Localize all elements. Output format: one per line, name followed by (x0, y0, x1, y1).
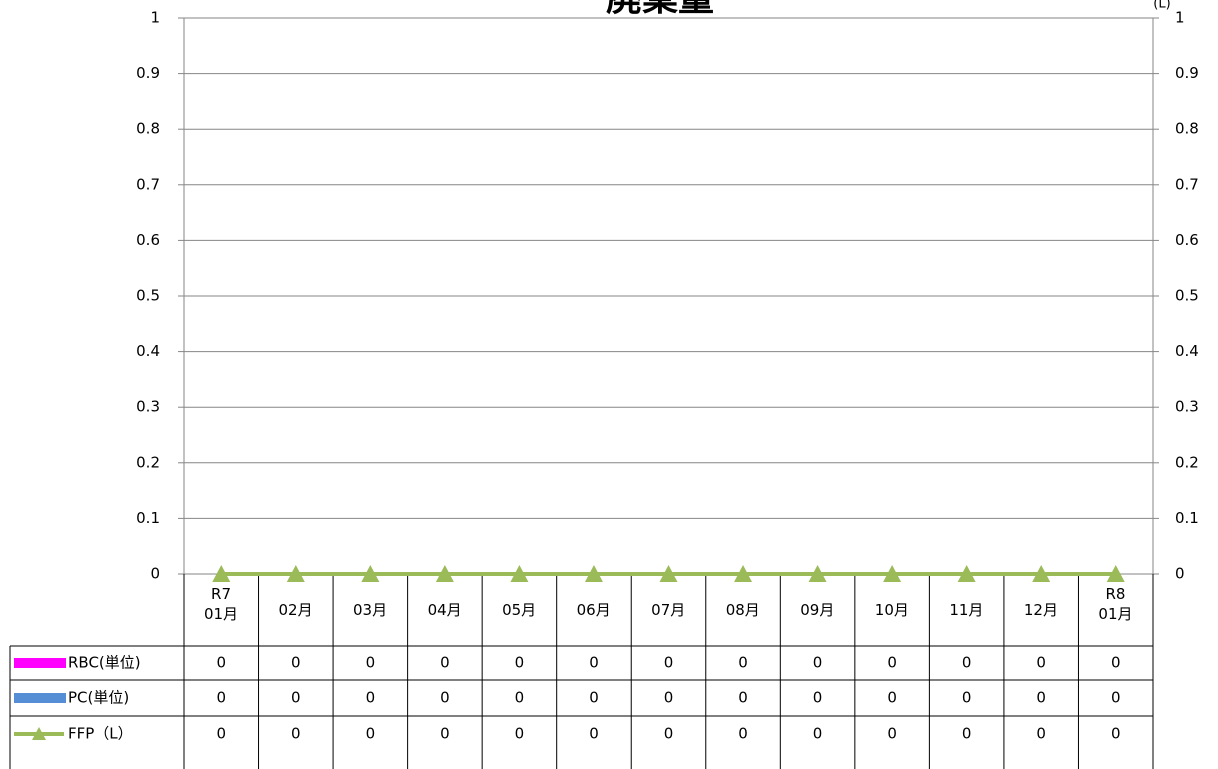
point-marker (212, 565, 231, 582)
table-value: 0 (440, 654, 450, 672)
point-marker (734, 565, 753, 582)
table-value: 0 (887, 654, 897, 672)
table-value: 0 (738, 725, 748, 743)
table-value: 0 (589, 725, 599, 743)
table-value: 0 (440, 725, 450, 743)
y2-axis-title: (L) (1153, 0, 1170, 12)
table-value: 0 (887, 689, 897, 707)
table-value: 0 (1036, 689, 1046, 707)
y-tick-label: 0.8 (136, 120, 160, 138)
table-value: 0 (738, 689, 748, 707)
legend-label: PC(単位) (68, 689, 129, 707)
table-value: 0 (216, 689, 226, 707)
legend-key (14, 658, 66, 668)
table-value: 0 (291, 689, 301, 707)
table-value: 0 (515, 725, 525, 743)
point-marker (1106, 565, 1125, 582)
x-tick-label: 02月 (278, 601, 313, 619)
table-value: 0 (1036, 654, 1046, 672)
table-value: 0 (813, 654, 823, 672)
y-tick-label: 0.3 (136, 398, 160, 416)
point-marker (361, 565, 380, 582)
x-tick-label: 11月 (949, 601, 984, 619)
table-value: 0 (962, 689, 972, 707)
y2-tick-label: 1 (1175, 9, 1185, 27)
point-marker (659, 565, 678, 582)
y2-tick-label: 0.3 (1175, 398, 1199, 416)
legend-label: RBC(単位) (68, 654, 141, 672)
x-tick-label: 12月 (1023, 601, 1058, 619)
x-tick-label: 06月 (576, 601, 611, 619)
x-tick-label: R7 01月 (203, 585, 239, 623)
table-value: 0 (291, 654, 301, 672)
point-marker (435, 565, 454, 582)
chart-title: 廃棄量 (606, 0, 714, 19)
y-tick-label: 0.1 (136, 509, 160, 527)
x-tick-label: 07月 (651, 601, 686, 619)
table-value: 0 (366, 725, 376, 743)
y2-tick-label: 0.4 (1175, 342, 1199, 360)
point-marker (286, 565, 305, 582)
point-marker (883, 565, 902, 582)
y-tick-label: 0.2 (136, 453, 160, 471)
x-tick-label: 05月 (502, 601, 537, 619)
y-tick-label: 0 (150, 565, 160, 583)
table-value: 0 (738, 654, 748, 672)
y-tick-label: 0.5 (136, 287, 160, 305)
table-value: 0 (664, 654, 674, 672)
table-value: 0 (962, 725, 972, 743)
point-marker (808, 565, 827, 582)
y-tick-label: 0.9 (136, 64, 160, 82)
y2-tick-label: 0.5 (1175, 287, 1199, 305)
x-tick-label: R8 01月 (1098, 585, 1133, 623)
point-marker (1032, 565, 1051, 582)
x-tick-label: 08月 (725, 601, 760, 619)
table-value: 0 (962, 654, 972, 672)
point-marker (957, 565, 976, 582)
table-value: 0 (291, 725, 301, 743)
point-marker (510, 565, 529, 582)
table-value: 0 (589, 654, 599, 672)
table-value: 0 (1111, 725, 1121, 743)
y-tick-label: 0.7 (136, 175, 160, 193)
table-value: 0 (589, 689, 599, 707)
x-tick-label: 04月 (427, 601, 462, 619)
x-tick-label: 03月 (353, 601, 388, 619)
table-value: 0 (664, 725, 674, 743)
x-tick-label: 09月 (800, 601, 835, 619)
table-value: 0 (813, 725, 823, 743)
y2-tick-label: 0 (1175, 565, 1185, 583)
y2-tick-label: 0.1 (1175, 509, 1199, 527)
table-value: 0 (515, 654, 525, 672)
table-value: 0 (515, 689, 525, 707)
y2-tick-label: 0.6 (1175, 231, 1199, 249)
legend-key (14, 693, 66, 703)
table-value: 0 (366, 654, 376, 672)
table-value: 0 (1111, 654, 1121, 672)
table-value: 0 (664, 689, 674, 707)
table-value: 0 (440, 689, 450, 707)
y2-tick-label: 0.8 (1175, 120, 1199, 138)
table-value: 0 (813, 689, 823, 707)
table-value: 0 (366, 689, 376, 707)
legend-key (32, 727, 46, 740)
point-marker (584, 565, 603, 582)
y-tick-label: 1 (150, 9, 160, 27)
y2-tick-label: 0.7 (1175, 175, 1199, 193)
y2-tick-label: 0.2 (1175, 453, 1199, 471)
x-tick-label: 10月 (874, 601, 909, 619)
y2-tick-label: 0.9 (1175, 64, 1199, 82)
legend-label: FFP（L） (68, 725, 133, 743)
table-value: 0 (216, 654, 226, 672)
y-tick-label: 0.6 (136, 231, 160, 249)
table-value: 0 (887, 725, 897, 743)
table-value: 0 (216, 725, 226, 743)
table-value: 0 (1036, 725, 1046, 743)
table-value: 0 (1111, 689, 1121, 707)
y-tick-label: 0.4 (136, 342, 160, 360)
